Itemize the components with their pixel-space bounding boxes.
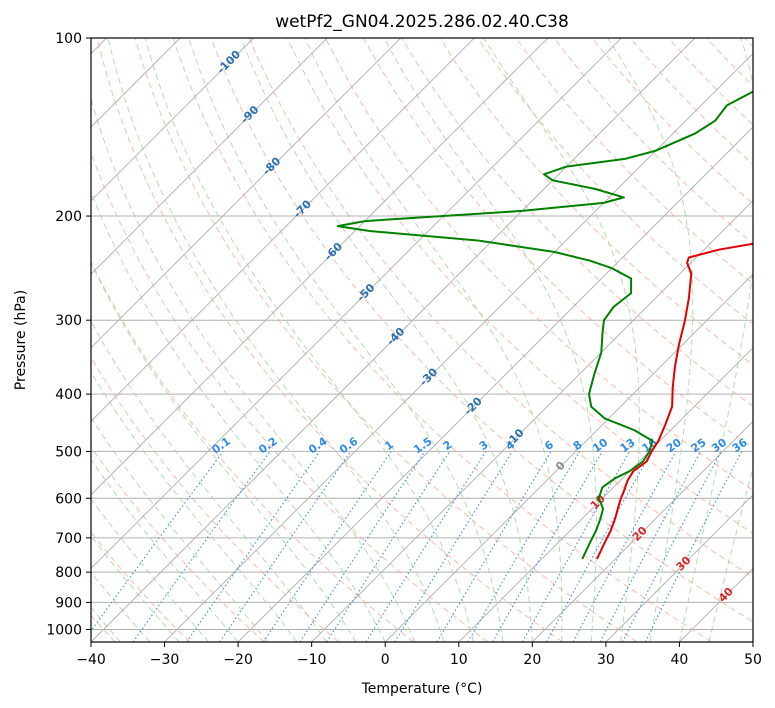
x-tick-label: −40: [76, 652, 106, 668]
y-tick-label: 500: [55, 444, 82, 460]
y-tick-label: 800: [55, 565, 82, 581]
isotherm-line: [91, 38, 328, 275]
isotherm-line: [164, 52, 753, 642]
x-tick-label: −10: [297, 652, 327, 668]
moist-adiabat: [91, 458, 239, 642]
moist-adiabat: [607, 38, 694, 642]
mixing-ratio-line: [299, 451, 426, 642]
y-axis-label: Pressure (hPa): [13, 290, 29, 390]
dry-adiabat: [91, 445, 265, 642]
pressure-gridlines: [91, 38, 753, 630]
mixing-ratio-line: [263, 451, 392, 642]
dry-adiabat: [286, 38, 753, 535]
y-tick-label: 600: [55, 491, 82, 507]
moist-adiabat: [678, 38, 753, 642]
y-tick-label: 300: [55, 313, 82, 329]
y-tick-label: 900: [55, 595, 82, 611]
dry-adiabat: [96, 38, 563, 642]
moist-adiabat: [144, 38, 474, 642]
mixing-ratio-line: [186, 451, 321, 642]
mixing-ratio-line: [394, 451, 513, 642]
isotherm-line: [91, 38, 475, 423]
x-tick-label: 40: [671, 652, 689, 668]
mixing-ratio-line: [572, 451, 677, 642]
moist-adiabat: [91, 416, 268, 642]
moist-adiabat: [91, 498, 210, 642]
moist-adiabat: [91, 261, 357, 642]
x-axis-ticks: −40 −30 −20 −10 0 10 20 30 40 50: [76, 642, 762, 668]
isotherms: [91, 38, 753, 642]
y-axis-ticks: 100 200 300 400 500 600 700 800 900 1000: [46, 31, 91, 638]
dry-adiabat: [325, 38, 753, 491]
isotherm-line: [531, 420, 753, 642]
isotherm-line: [91, 38, 255, 202]
mixing-ratio-line: [91, 451, 224, 632]
mixing-ratio-line: [522, 451, 631, 642]
x-tick-label: −30: [150, 652, 180, 668]
moist-adiabat: [91, 535, 180, 642]
plot-frame: [90, 37, 754, 643]
moist-adiabat: [483, 38, 640, 642]
moist-adiabat: [240, 38, 533, 642]
isotherm-line: [384, 273, 753, 642]
moist-adiabat: [107, 38, 445, 642]
moist-adiabat: [383, 38, 597, 642]
mixing-ratio-line: [219, 451, 352, 642]
x-tick-label: 50: [744, 652, 762, 668]
dry-adiabat: [172, 38, 713, 642]
x-tick-label: 30: [597, 652, 615, 668]
x-axis-label: Temperature (°C): [361, 681, 483, 697]
y-tick-label: 400: [55, 387, 82, 403]
moist-adiabat: [304, 38, 563, 642]
isotherm-line: [237, 126, 753, 642]
moist-adiabat: [91, 190, 386, 642]
dry-adiabat: [134, 38, 638, 642]
moist-adiabat: [708, 466, 753, 642]
y-tick-label: 1000: [46, 622, 82, 638]
y-tick-label: 100: [55, 31, 82, 47]
isotherm-line: [91, 38, 402, 349]
x-tick-label: 0: [381, 652, 390, 668]
x-tick-label: 20: [523, 652, 541, 668]
isotherm-line: [91, 38, 622, 570]
isotherm-line: [605, 494, 753, 642]
y-tick-label: 700: [55, 531, 82, 547]
chart-title: wetPf2_GN04.2025.286.02.40.C38: [275, 12, 569, 32]
dry-adiabat: [515, 38, 753, 285]
x-tick-label: 10: [450, 652, 468, 668]
moist-adiabat: [91, 371, 298, 642]
moist-adiabat: [188, 38, 504, 642]
dry-adiabat: [91, 260, 414, 642]
isotherm-line: [91, 38, 696, 642]
dry-adiabat: [91, 356, 340, 642]
isotherm-line: [458, 347, 753, 642]
mixing-ratio-line: [546, 451, 653, 642]
y-tick-label: 200: [55, 209, 82, 225]
mixing-ratio-line: [644, 451, 743, 642]
temperature-profile-line: [596, 242, 753, 560]
profile-lines: [336, 90, 753, 560]
mixing-ratio-line: [132, 451, 271, 642]
moist-adiabats: [91, 38, 753, 642]
mixing-ratio-line: [326, 451, 451, 642]
dewpoint-profile-line: [336, 90, 753, 560]
moist-adiabat: [91, 320, 327, 642]
isotherm-line: [311, 199, 753, 642]
isotherm-line: [91, 38, 549, 496]
mixing-ratio-lines: [91, 451, 743, 642]
dry-adiabat: [210, 38, 753, 623]
dry-adiabat: [248, 38, 753, 578]
x-tick-label: −20: [223, 652, 253, 668]
dry-adiabats: [91, 38, 753, 642]
